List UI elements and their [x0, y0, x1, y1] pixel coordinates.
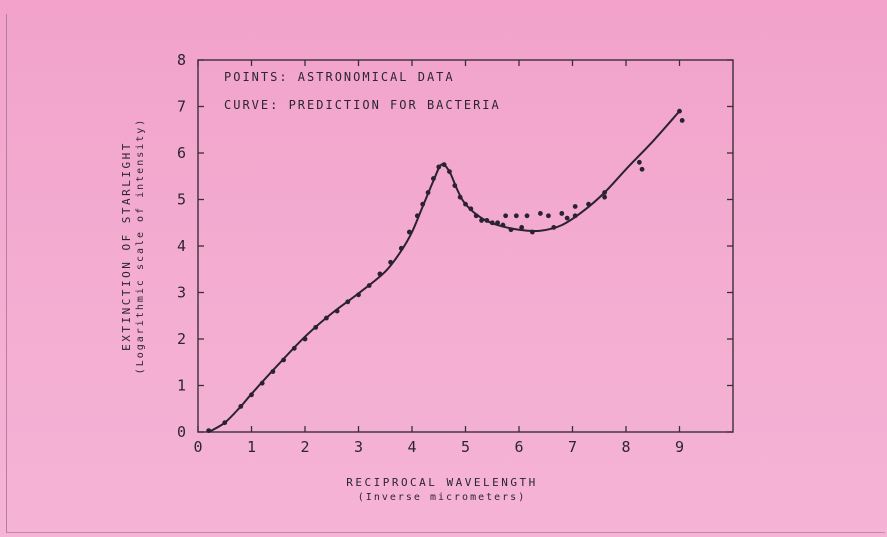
x-tick-label: 3 [354, 438, 363, 456]
y-tick-label: 4 [177, 237, 186, 255]
prediction-curve [208, 110, 681, 433]
data-point [489, 220, 495, 226]
data-point [291, 345, 297, 351]
x-tick-label: 1 [247, 438, 256, 456]
data-point [281, 357, 286, 363]
data-point [572, 213, 578, 219]
data-point [479, 218, 484, 223]
data-point [602, 190, 607, 195]
data-point [425, 190, 431, 195]
data-point [564, 215, 570, 221]
y-tick-label: 7 [177, 98, 186, 116]
data-point [249, 392, 254, 398]
data-point [636, 159, 642, 165]
y-tick-label: 3 [177, 284, 186, 302]
data-point [324, 315, 329, 321]
legend-points-text: POINTS: ASTRONOMICAL DATA [224, 70, 455, 84]
data-point [559, 211, 565, 216]
data-point [447, 169, 452, 175]
data-point [484, 218, 490, 223]
data-point [259, 380, 265, 386]
data-point [513, 213, 519, 219]
data-point [345, 299, 351, 305]
data-point [366, 283, 372, 288]
data-point [538, 211, 543, 216]
data-point [503, 213, 509, 219]
data-point [524, 213, 530, 219]
ticks [197, 59, 733, 433]
x-tick-label: 4 [407, 438, 416, 456]
data-point [388, 259, 393, 265]
data-point [270, 369, 276, 374]
y-tick-label: 0 [177, 423, 186, 441]
data-point [431, 176, 436, 181]
y-tick-label: 2 [177, 330, 186, 348]
data-point [463, 201, 468, 207]
x-tick-label: 0 [193, 438, 202, 456]
data-point [436, 164, 442, 170]
data-point [468, 206, 474, 212]
data-points [206, 108, 685, 434]
y-axis-title: EXTINCTION OF STARLIGHT [120, 141, 133, 351]
x-tick-label: 2 [300, 438, 309, 456]
data-point [406, 229, 412, 235]
x-tick-label: 8 [621, 438, 630, 456]
x-axis-subtitle: (Inverse micrometers) [358, 492, 526, 503]
plot-border [197, 59, 734, 433]
data-point [586, 201, 591, 207]
x-tick-label: 6 [514, 438, 523, 456]
data-point [334, 308, 340, 314]
data-point [679, 118, 685, 123]
y-tick-label: 8 [177, 51, 186, 69]
data-point [495, 220, 500, 226]
y-axis-subtitle: (Logarithmic scale of intensity) [135, 118, 146, 375]
data-point [473, 213, 479, 219]
data-point [206, 428, 212, 434]
data-point [529, 229, 535, 235]
data-point [420, 201, 426, 207]
data-point [313, 324, 319, 330]
data-point [377, 271, 383, 277]
data-point [508, 227, 514, 233]
y-tick-label: 6 [177, 144, 186, 162]
x-axis-title: RECIPROCAL WAVELENGTH [346, 476, 538, 489]
data-point [238, 404, 244, 409]
x-tick-label: 7 [568, 438, 577, 456]
x-tick-label: 5 [461, 438, 470, 456]
tick-labels: 0 1 2 3 4 5 6 7 8 9 0 1 2 3 4 5 6 7 8 [177, 51, 684, 456]
data-point [639, 166, 645, 172]
data-point [414, 213, 420, 219]
data-point [222, 420, 228, 426]
data-point [457, 194, 463, 200]
data-point [551, 225, 557, 230]
x-tick-label: 9 [675, 438, 684, 456]
data-point [356, 292, 361, 298]
data-point [302, 336, 308, 342]
data-point [602, 194, 607, 200]
data-point [546, 213, 551, 219]
data-point [677, 108, 682, 114]
data-point [572, 204, 578, 209]
data-point [452, 183, 458, 188]
data-point [441, 162, 447, 168]
data-point [398, 245, 404, 251]
data-point [519, 225, 525, 230]
data-point [500, 222, 506, 228]
legend-curve-text: CURVE: PREDICTION FOR BACTERIA [224, 98, 501, 112]
y-tick-label: 1 [177, 377, 186, 395]
y-tick-label: 5 [177, 191, 186, 209]
